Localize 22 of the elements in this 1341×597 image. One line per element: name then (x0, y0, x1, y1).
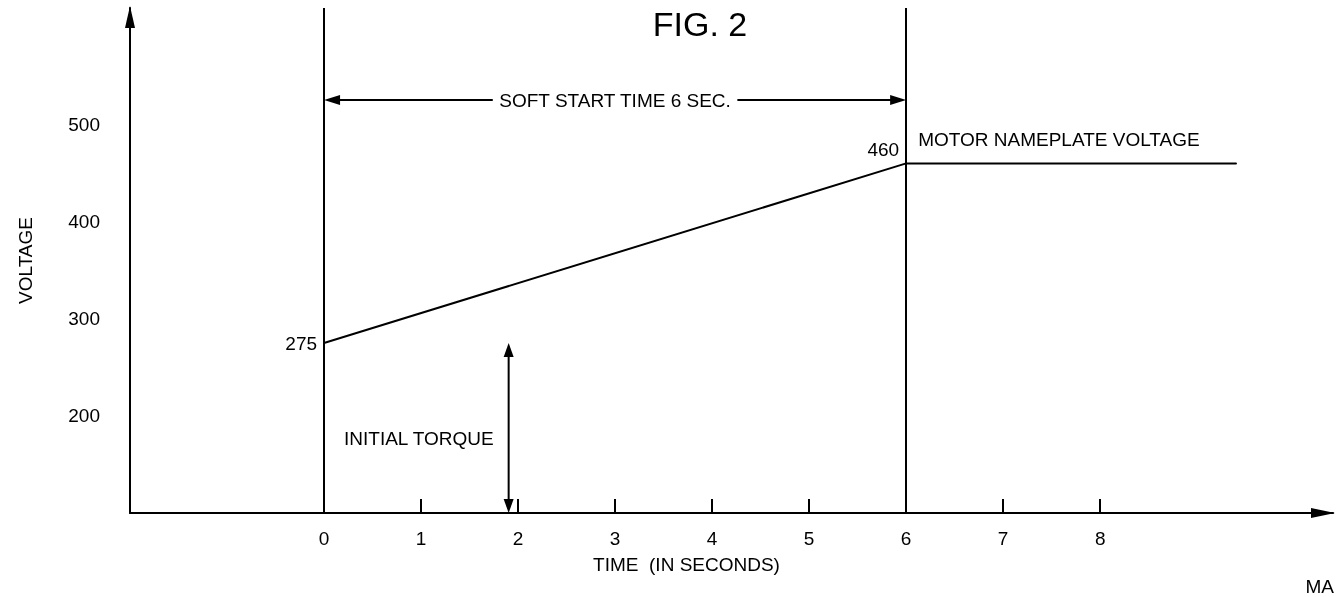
x-tick-label: 8 (1094, 528, 1106, 549)
x-tick-label: 4 (706, 528, 718, 549)
y-tick-label: 200 (68, 405, 100, 427)
data-label: 460 (867, 138, 900, 160)
x-tick-label: 7 (997, 528, 1009, 549)
x-tick-label: 3 (609, 528, 621, 549)
annotation: MOTOR NAMEPLATE VOLTAGE (918, 128, 1200, 150)
x-axis-title: TIME (IN SECONDS) (593, 554, 780, 575)
x-tick-label: 0 (318, 528, 330, 549)
y-axis-title: VOLTAGE (15, 217, 36, 304)
text: MA (1305, 575, 1335, 597)
x-tick-label: 5 (803, 528, 815, 549)
y-tick-label: 500 (68, 114, 100, 136)
y-tick-label: 300 (68, 308, 100, 330)
annotation: INITIAL TORQUE (344, 427, 494, 449)
x-tick-label: 6 (900, 528, 912, 549)
chart-title: FIG. 2 (652, 5, 748, 43)
annotation: SOFT START TIME 6 SEC. (499, 89, 731, 111)
x-tick-label: 2 (512, 528, 524, 549)
data-label: 275 (285, 332, 318, 354)
x-tick-label: 1 (415, 528, 427, 549)
y-tick-label: 400 (68, 211, 100, 233)
